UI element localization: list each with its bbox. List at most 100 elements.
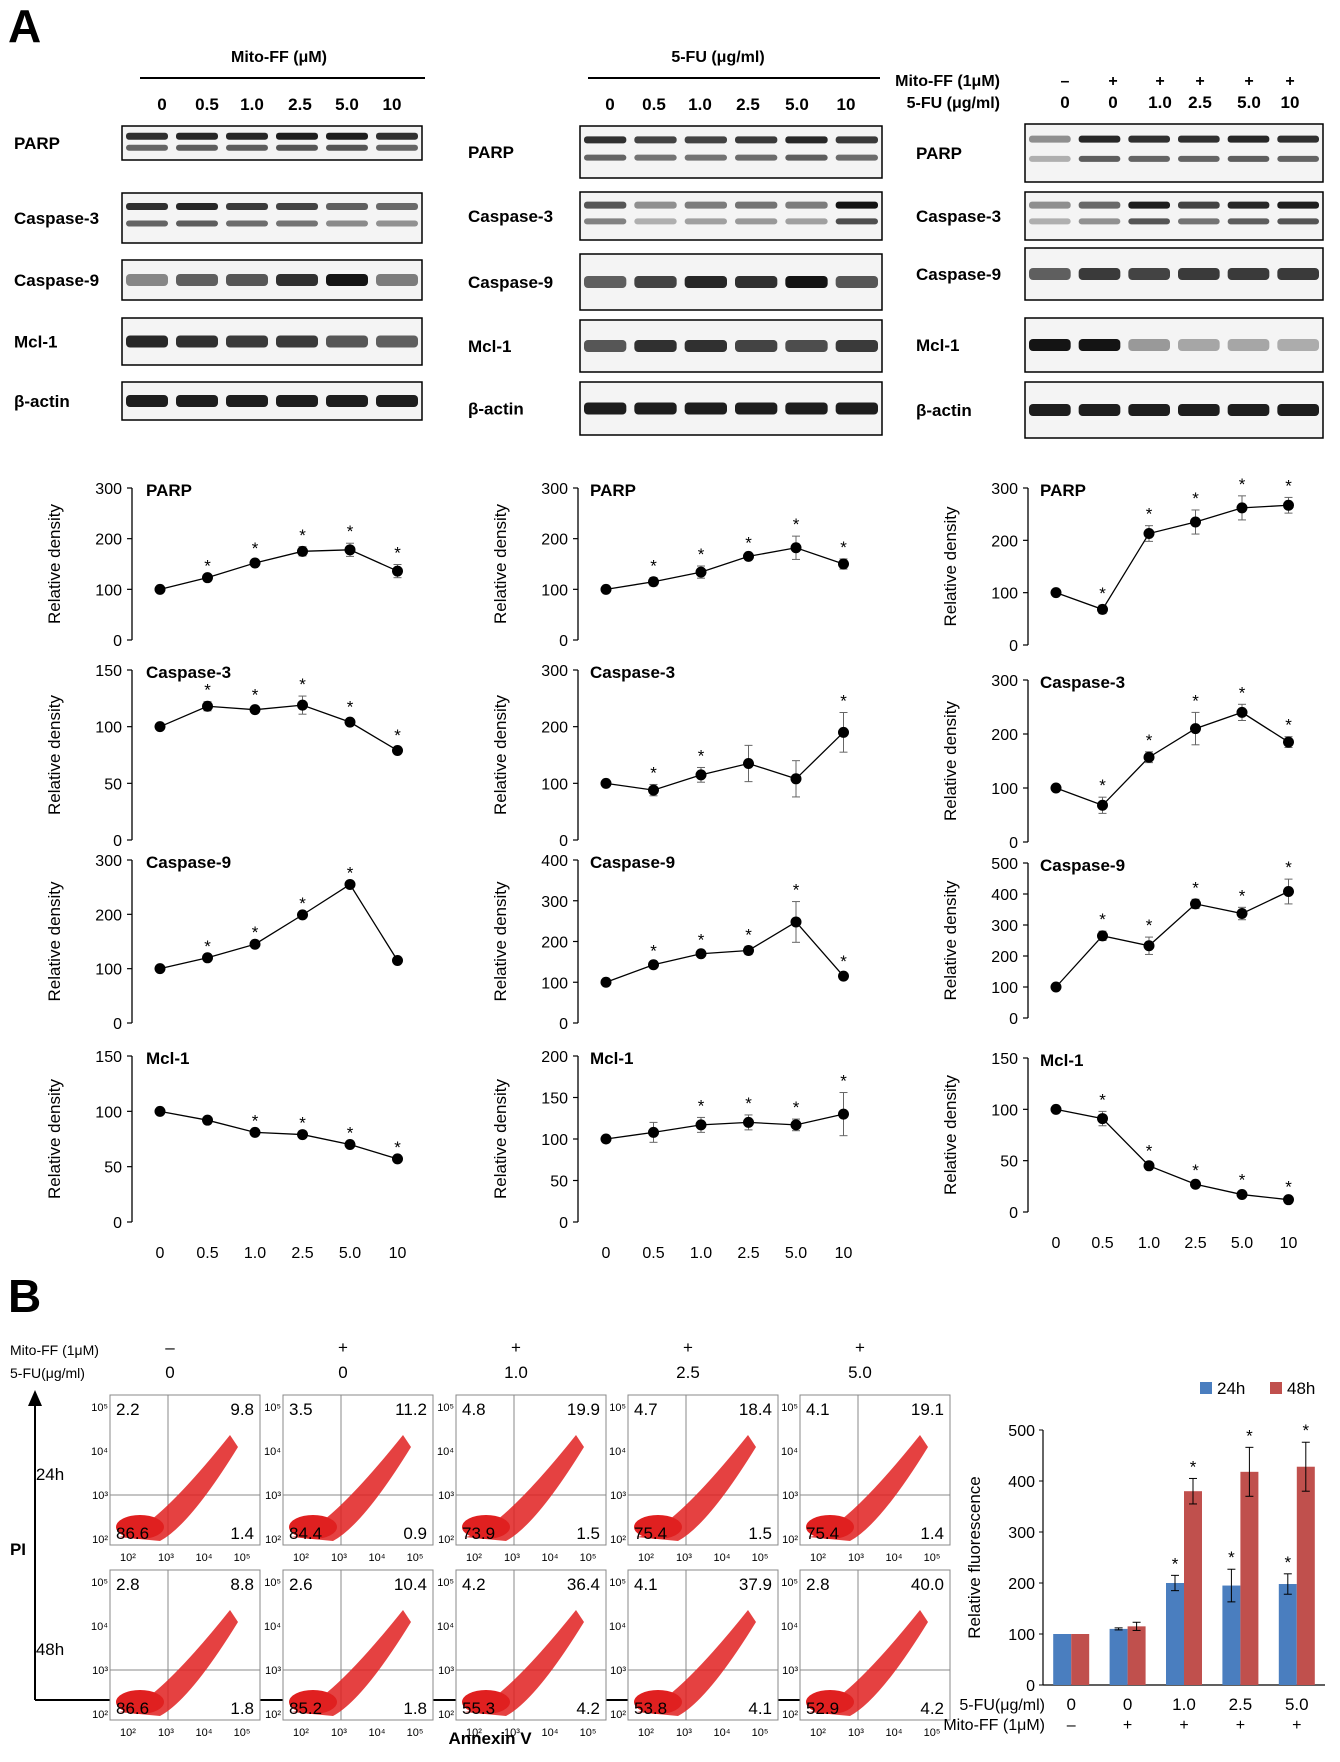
panel-b-letter: B	[8, 1270, 41, 1322]
significance-star: *	[1192, 691, 1199, 710]
y-decade: 10²	[92, 1709, 108, 1721]
data-point	[249, 704, 261, 716]
bar-48h	[1240, 1471, 1259, 1685]
protein-label: PARP	[14, 134, 60, 153]
lane-label: 0.5	[195, 95, 219, 114]
lane-label: 1.0	[240, 95, 264, 114]
mito-sign: +	[338, 1338, 348, 1357]
x-decade: 10⁴	[886, 1552, 903, 1564]
significance-star: *	[1099, 584, 1106, 603]
y-tick-label: 0	[1009, 1205, 1018, 1222]
fu-dose: 5.0	[1237, 93, 1261, 112]
quadrant-ll: 86.6	[116, 1699, 149, 1718]
band	[326, 395, 368, 407]
quadrant-ll: 52.9	[806, 1699, 839, 1718]
data-point	[344, 1139, 356, 1151]
quadrant-ur: 37.9	[739, 1575, 772, 1594]
legend-swatch	[1270, 1382, 1282, 1394]
band	[735, 402, 778, 415]
flow-plot: 4.7 18.4 75.4 1.5 10² 10² 10³ 10³ 10⁴ 10⁴ 10⁵ 10⁵	[609, 1394, 779, 1564]
x-tick-label: 0.5	[196, 1245, 218, 1262]
y-decade: 10³	[782, 1490, 798, 1502]
x-decade: 10²	[810, 1727, 826, 1739]
band	[176, 335, 218, 348]
fu-dose: 0	[165, 1363, 174, 1382]
quadrant-lr: 1.8	[403, 1699, 427, 1718]
band	[276, 335, 318, 348]
event-cloud	[464, 1610, 584, 1716]
y-decade: 10³	[265, 1490, 281, 1502]
y-tick-label: 100	[991, 1102, 1018, 1119]
band	[584, 402, 627, 415]
band	[835, 340, 878, 352]
quadrant-lr: 1.5	[748, 1524, 772, 1543]
y-tick-label: 400	[541, 853, 568, 870]
band	[226, 395, 268, 407]
chart-title: PARP	[590, 481, 636, 500]
chart-title: Caspase-3	[590, 663, 675, 682]
x-decade: 10²	[810, 1552, 826, 1564]
mito-sign: +	[1292, 1717, 1301, 1734]
band	[1178, 135, 1220, 143]
quadrant-ur: 18.4	[739, 1400, 772, 1419]
x-tick-label: 10	[1280, 1235, 1298, 1252]
band	[1128, 218, 1170, 225]
quadrant-lr: 4.1	[748, 1699, 772, 1718]
flow-plot: 2.8 40.0 52.9 4.2 10² 10² 10³ 10³ 10⁴ 10⁴ 10⁵ 10⁵	[781, 1569, 951, 1739]
significance-star: *	[793, 515, 800, 534]
panel-a-letter: A	[8, 0, 41, 52]
data-point	[154, 721, 166, 733]
data-point	[600, 777, 612, 789]
mito-label: Mito-FF (1μM)	[10, 1342, 99, 1358]
fu-row-label: 5-FU(μg/ml)	[959, 1697, 1045, 1714]
x-decade: 10⁴	[369, 1552, 386, 1564]
band	[226, 220, 268, 227]
y-decade: 10³	[438, 1490, 454, 1502]
blot-frame	[579, 191, 883, 241]
significance-star: *	[698, 930, 705, 949]
y-tick-label: 100	[95, 962, 122, 979]
y-tick-label: 100	[1008, 1627, 1035, 1644]
fu-dose: 10	[1281, 93, 1300, 112]
band	[226, 335, 268, 348]
band	[326, 335, 368, 348]
y-decade: 10⁴	[609, 1621, 626, 1633]
event-cloud	[116, 1515, 164, 1539]
flow-plot: 4.1 19.1 75.4 1.4 10² 10² 10³ 10³ 10⁴ 10⁴ 10⁵ 10⁵	[781, 1394, 951, 1564]
band	[226, 132, 268, 140]
data-point	[695, 566, 707, 578]
band	[226, 274, 268, 286]
data-point	[838, 1108, 849, 1120]
y-decade: 10⁵	[264, 1577, 281, 1589]
band	[1277, 218, 1319, 225]
y-tick-label: 300	[541, 894, 568, 911]
significance-star: *	[1146, 916, 1153, 935]
line-chart-c0-2: 0 100 200 300 Relative density Caspase-9 * * * *	[45, 853, 403, 1033]
band	[634, 136, 677, 144]
y-tick-label: 100	[991, 586, 1018, 603]
band	[276, 274, 318, 286]
chart-title: Mcl-1	[146, 1049, 189, 1068]
significance-star: *	[1239, 475, 1246, 494]
quadrant-lr: 1.8	[230, 1699, 254, 1718]
lane-label: 0.5	[642, 95, 666, 114]
quadrant-ul: 2.6	[289, 1575, 313, 1594]
quadrant-ll: 75.4	[634, 1524, 667, 1543]
data-point	[297, 545, 308, 557]
significance-star: *	[745, 925, 752, 944]
fu-dose: 2.5	[1188, 93, 1212, 112]
data-point	[249, 938, 261, 950]
series-line	[1055, 711, 1289, 807]
x-decade: 10⁴	[369, 1727, 386, 1739]
quadrant-ur: 19.1	[911, 1400, 944, 1419]
chart-title: Mcl-1	[590, 1049, 633, 1068]
band	[634, 276, 677, 288]
line-chart-c2-2: 0 100 200 300 400 500 Relative density Caspase-…	[941, 856, 1294, 1028]
line-chart-c2-0: 0 100 200 300 Relative density PARP * * * * *	[941, 475, 1294, 655]
significance-star: *	[299, 1114, 306, 1133]
y-tick-label: 150	[95, 663, 122, 680]
y-axis-title: Relative density	[941, 506, 960, 627]
y-tick-label: 100	[95, 582, 122, 599]
band	[634, 218, 677, 225]
